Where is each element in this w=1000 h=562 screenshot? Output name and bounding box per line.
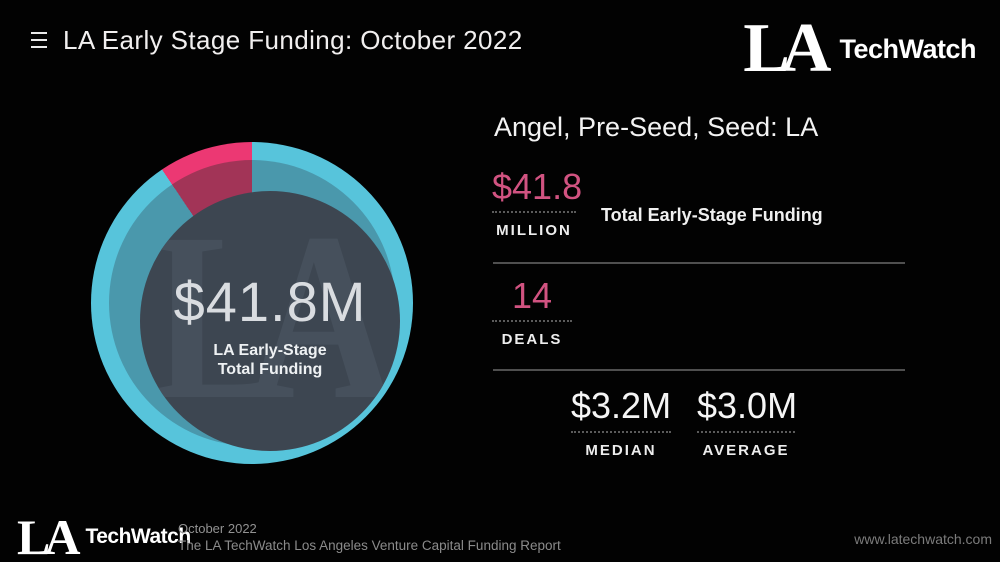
donut-chart: LA $41.8M LA Early-Stage Total Funding bbox=[91, 142, 413, 464]
logo-la-monogram: LA bbox=[743, 10, 831, 87]
stat-deals: 14 DEALS bbox=[492, 278, 572, 348]
stats-heading: Angel, Pre-Seed, Seed: LA bbox=[494, 112, 819, 142]
median-label: MEDIAN bbox=[585, 442, 657, 459]
deals-label: DEALS bbox=[501, 331, 563, 348]
footer-report-title: The LA TechWatch Los Angeles Venture Cap… bbox=[178, 538, 561, 553]
funding-description: Total Early-Stage Funding bbox=[601, 205, 823, 225]
funding-value: $41.8 bbox=[492, 169, 582, 213]
divider bbox=[493, 262, 905, 264]
average-label: AVERAGE bbox=[702, 442, 790, 459]
donut-inner-shadow-ring: LA $41.8M LA Early-Stage Total Funding bbox=[109, 160, 400, 451]
stat-average: $3.0M AVERAGE bbox=[697, 388, 797, 459]
footer-date: October 2022 bbox=[178, 521, 257, 536]
logo-name: TechWatch bbox=[839, 33, 976, 64]
median-value: $3.2M bbox=[571, 388, 671, 433]
latechwatch-logo: LA TechWatch bbox=[743, 14, 976, 84]
footer-website-link[interactable]: www.latechwatch.com bbox=[854, 531, 992, 547]
hamburger-menu-icon[interactable] bbox=[31, 32, 47, 48]
average-value: $3.0M bbox=[697, 388, 797, 433]
page-title: LA Early Stage Funding: October 2022 bbox=[63, 25, 523, 55]
footer-logo-name: TechWatch bbox=[85, 525, 191, 548]
funding-unit-label: MILLION bbox=[496, 222, 572, 239]
deals-value: 14 bbox=[492, 278, 572, 322]
stat-total-funding: $41.8 MILLION bbox=[492, 169, 582, 239]
chart-center-value: $41.8M bbox=[173, 270, 367, 333]
footer-logo-la-monogram: LA bbox=[17, 509, 81, 562]
chart-center-label: LA Early-Stage Total Funding bbox=[213, 342, 327, 378]
latechwatch-footer-logo: LA TechWatch bbox=[17, 512, 191, 562]
stat-median: $3.2M MEDIAN bbox=[571, 388, 671, 459]
divider bbox=[493, 369, 905, 371]
donut-center: LA $41.8M LA Early-Stage Total Funding bbox=[140, 191, 400, 451]
